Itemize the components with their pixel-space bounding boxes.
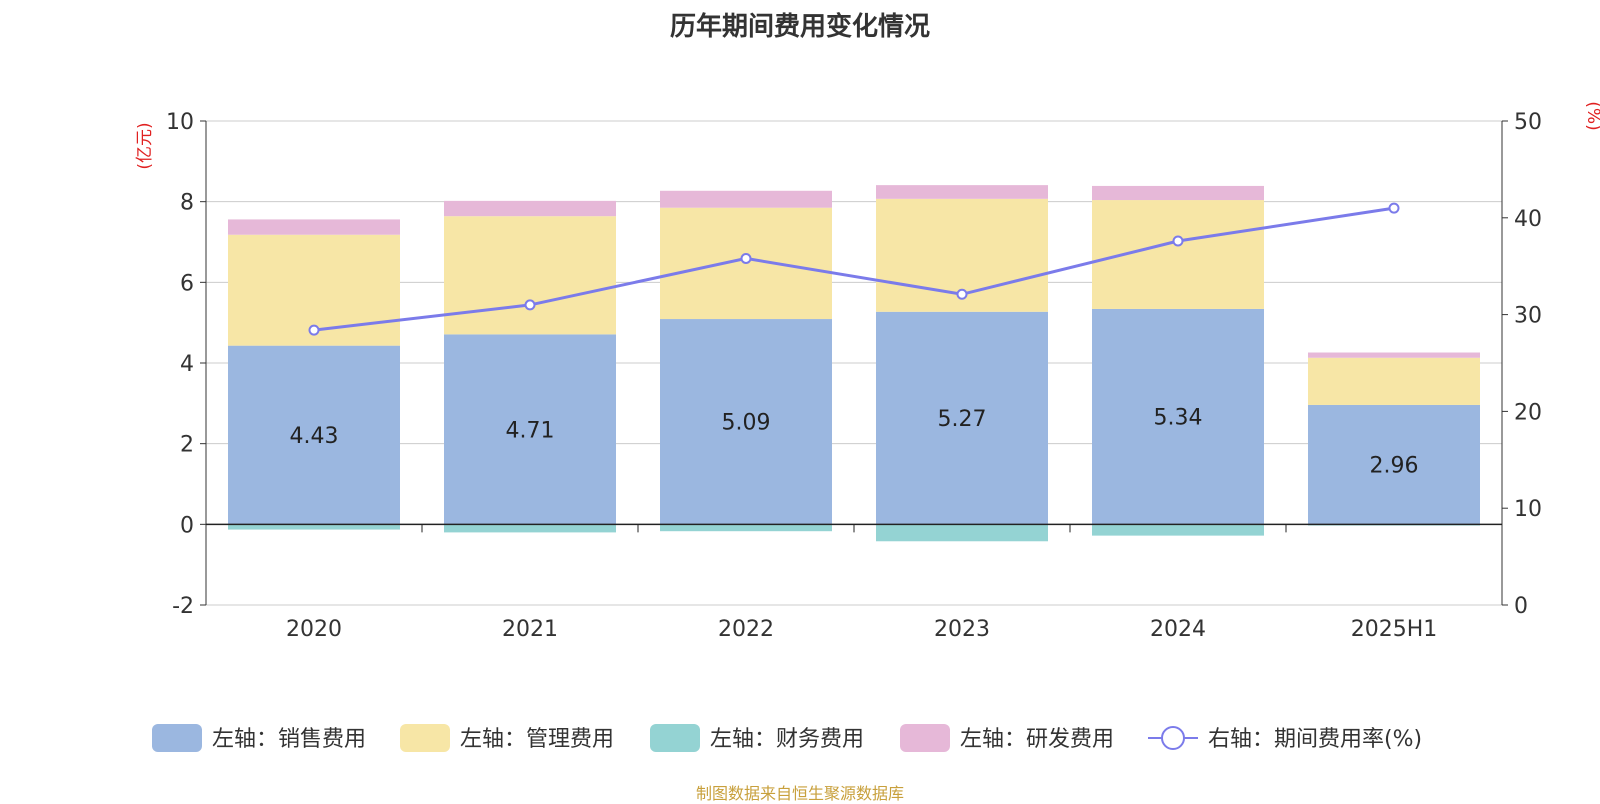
bar-value-label: 4.71 bbox=[506, 418, 555, 443]
left-axis-tick-label: 8 bbox=[180, 191, 194, 216]
left-axis-tick-label: 2 bbox=[180, 433, 194, 458]
legend-label-rate: 右轴：期间费用率(%) bbox=[1208, 727, 1422, 752]
bar-value-label: 4.43 bbox=[290, 424, 339, 449]
rate-point-2020 bbox=[308, 324, 320, 336]
bar-admin-2021 bbox=[444, 216, 616, 335]
left-axis-tick-label: 0 bbox=[180, 513, 194, 538]
chart-canvas: -2 0 2 4 6 8 10 0 10 20 30 40 50 (亿元) (%) 4.43 4.71 5.09 5… bbox=[135, 101, 1600, 752]
bar-rd-2021 bbox=[444, 200, 616, 217]
left-axis-tick-label: 6 bbox=[180, 271, 194, 296]
bar-sales-2022 bbox=[660, 319, 832, 525]
legend-label-sales: 左轴：销售费用 bbox=[212, 727, 366, 752]
x-axis-label-2024: 2024 bbox=[1150, 617, 1206, 642]
legend-swatch-admin bbox=[400, 724, 450, 752]
x-axis-label-2023: 2023 bbox=[934, 617, 990, 642]
legend-swatch-finance bbox=[650, 724, 700, 752]
bar-rd-2022 bbox=[660, 190, 832, 208]
legend-label-admin: 左轴：管理费用 bbox=[460, 727, 614, 752]
bar-rd-2024 bbox=[1092, 185, 1264, 201]
rate-point-2021 bbox=[524, 299, 536, 311]
left-axis-tick-label: 10 bbox=[166, 110, 194, 135]
rate-point-2025H1 bbox=[1388, 202, 1400, 214]
right-axis-tick-label: 10 bbox=[1514, 497, 1542, 522]
chart-title: 历年期间费用变化情况 bbox=[669, 12, 930, 42]
bar-sales-2020 bbox=[228, 345, 400, 525]
bar-sales-2024 bbox=[1092, 308, 1264, 525]
legend-swatch-rd bbox=[900, 724, 950, 752]
bar-rd-2020 bbox=[228, 219, 400, 235]
legend-label-finance: 左轴：财务费用 bbox=[710, 727, 864, 752]
bar-sales-2025H1 bbox=[1308, 404, 1480, 525]
bar-value-label: 2.96 bbox=[1370, 454, 1419, 479]
bar-finance-2020 bbox=[228, 524, 400, 530]
bar-admin-2025H1 bbox=[1308, 357, 1480, 405]
left-axis-tick-label: 4 bbox=[180, 352, 194, 377]
bar-sales-2023 bbox=[876, 311, 1048, 525]
rate-line bbox=[313, 206, 1395, 332]
right-axis-tick-label: 30 bbox=[1514, 304, 1542, 329]
x-axis-label-2022: 2022 bbox=[718, 617, 774, 642]
data-source-note: 制图数据来自恒生聚源数据库 bbox=[695, 784, 904, 803]
right-axis-unit-label: (%) bbox=[1583, 101, 1600, 130]
right-axis-tick-label: 0 bbox=[1514, 594, 1528, 619]
left-axis-unit-label: (亿元) bbox=[135, 122, 155, 169]
bar-rd-2023 bbox=[876, 185, 1048, 199]
bar-value-label: 5.27 bbox=[938, 407, 987, 432]
rate-point-2023 bbox=[956, 288, 968, 300]
x-axis-label-2025H1: 2025H1 bbox=[1351, 617, 1438, 642]
legend-swatch-sales bbox=[152, 724, 202, 752]
bar-sales-2021 bbox=[444, 334, 616, 525]
right-axis-tick-label: 20 bbox=[1514, 400, 1542, 425]
x-axis-label-2021: 2021 bbox=[502, 617, 558, 642]
x-axis-label-2020: 2020 bbox=[286, 617, 342, 642]
right-axis-tick-label: 40 bbox=[1514, 207, 1542, 232]
left-axis-tick-label: -2 bbox=[172, 594, 194, 619]
legend-marker-swatch bbox=[1161, 726, 1185, 750]
bar-finance-2024 bbox=[1092, 524, 1264, 536]
rate-point-2022 bbox=[740, 252, 752, 264]
bar-finance-2021 bbox=[444, 524, 616, 533]
bar-finance-2023 bbox=[876, 524, 1048, 542]
bar-value-label: 5.34 bbox=[1154, 406, 1203, 431]
rate-point-2024 bbox=[1172, 235, 1184, 247]
bar-rd-2025H1 bbox=[1308, 352, 1480, 358]
legend-label-rd: 左轴：研发费用 bbox=[960, 727, 1114, 752]
bar-finance-2022 bbox=[660, 524, 832, 532]
right-axis-tick-label: 50 bbox=[1514, 110, 1542, 135]
bar-value-label: 5.09 bbox=[722, 411, 771, 436]
